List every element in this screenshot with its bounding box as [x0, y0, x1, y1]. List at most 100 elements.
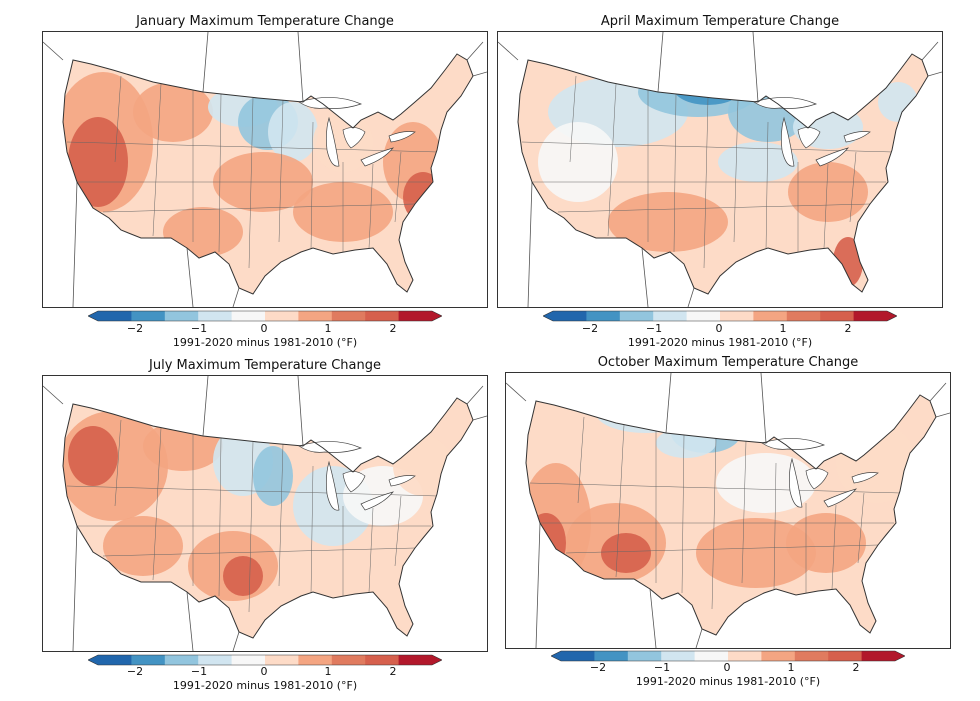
panel-title: April Maximum Temperature Change — [600, 14, 840, 29]
state-border — [569, 75, 577, 163]
state-border — [278, 443, 284, 587]
colorbar-swatch — [365, 655, 400, 665]
great-lake — [761, 438, 825, 450]
temperature-field — [526, 395, 936, 635]
usa-map-january — [43, 32, 487, 307]
usa-map-october — [506, 373, 950, 648]
state-border — [765, 121, 769, 251]
tick: 0 — [260, 322, 268, 335]
border-lines — [665, 373, 767, 444]
colorbar-extend-high — [432, 655, 442, 665]
field-region — [608, 192, 728, 252]
temperature-field — [518, 54, 928, 294]
colorbar-swatch — [365, 311, 400, 321]
field-region — [878, 82, 918, 122]
state-border — [857, 492, 865, 564]
colorbar-extend-high — [895, 651, 905, 661]
tick: −1 — [653, 661, 671, 674]
great-lake — [823, 488, 857, 508]
tick: 2 — [852, 661, 860, 674]
field-region — [696, 518, 816, 588]
temperature-field — [63, 54, 473, 294]
colorbar-swatch — [786, 311, 821, 321]
colorbar-swatch — [198, 311, 233, 321]
colorbar-swatch — [231, 655, 266, 665]
border-lines — [202, 376, 304, 447]
colorbar-outline — [551, 650, 905, 662]
colorbar-swatch — [861, 651, 896, 661]
state-border — [218, 93, 222, 253]
state-border — [711, 438, 717, 610]
state-border — [529, 482, 902, 494]
field-region — [163, 207, 243, 257]
state-border — [394, 151, 402, 223]
tick: −2 — [126, 322, 144, 335]
colorbar — [543, 310, 897, 322]
great-lake — [815, 147, 849, 167]
great-lake — [788, 457, 803, 508]
field-region — [538, 122, 618, 202]
colorbar-swatch — [298, 311, 333, 321]
field-region — [103, 516, 183, 576]
great-lake — [753, 97, 817, 109]
colorbar-swatch — [198, 655, 233, 665]
state-border — [66, 485, 439, 497]
colorbar-swatch — [761, 651, 796, 661]
field-region — [268, 102, 318, 162]
colorbar-extend-low — [88, 311, 98, 321]
field-region — [668, 65, 708, 89]
great-lake — [360, 491, 394, 511]
great-lake — [325, 460, 340, 511]
great-lake — [298, 441, 362, 453]
panel-title: January Maximum Temperature Change — [136, 14, 394, 29]
field-region — [718, 142, 798, 182]
colorbar-swatch — [594, 651, 629, 661]
state-border — [823, 163, 829, 249]
colorbar-extend-high — [432, 311, 442, 321]
field-region — [596, 395, 696, 433]
colorbar-swatch — [828, 651, 863, 661]
colorbar — [551, 650, 905, 662]
field-region — [68, 117, 128, 207]
great-lake — [298, 97, 362, 109]
colorbar-swatch — [331, 655, 366, 665]
colorbar-swatch — [164, 655, 199, 665]
state-border — [557, 203, 871, 213]
state-border — [673, 93, 677, 253]
colorbar — [88, 310, 442, 322]
field-region — [601, 533, 651, 573]
colorbar-swatch — [298, 655, 333, 665]
colorbar-swatch — [265, 311, 299, 321]
state-border — [114, 419, 122, 507]
tick: 2 — [389, 322, 397, 335]
us-outline — [62, 397, 474, 639]
colorbar-swatch — [398, 655, 433, 665]
state-border — [681, 434, 685, 594]
state-border — [368, 507, 374, 593]
great-lake — [851, 472, 879, 484]
colorbar-swatch — [619, 311, 654, 321]
field-region — [143, 421, 223, 471]
panel-title: July Maximum Temperature Change — [149, 358, 381, 373]
state-border — [248, 97, 254, 269]
colorbar-ticks: −2 −1 0 1 2 — [88, 665, 442, 679]
colorbar-swatch — [820, 311, 855, 321]
tick: 1 — [324, 665, 332, 678]
map-april — [497, 31, 943, 308]
great-lake — [780, 116, 795, 167]
colorbar-label: 1991-2020 minus 1981-2010 (°F) — [635, 675, 821, 688]
state-border — [66, 141, 439, 153]
colorbar-label: 1991-2020 minus 1981-2010 (°F) — [172, 679, 358, 692]
colorbar-swatch — [653, 311, 688, 321]
tick: −1 — [190, 665, 208, 678]
great-lake — [325, 116, 340, 167]
great-lake — [342, 471, 366, 493]
state-border — [102, 547, 416, 557]
border-lines — [202, 32, 304, 103]
tick: −2 — [581, 322, 599, 335]
colorbar-outline — [88, 310, 442, 322]
colorbar-swatch — [794, 651, 829, 661]
great-lake — [797, 127, 821, 149]
us-outline — [62, 53, 474, 295]
tick: 1 — [779, 322, 787, 335]
